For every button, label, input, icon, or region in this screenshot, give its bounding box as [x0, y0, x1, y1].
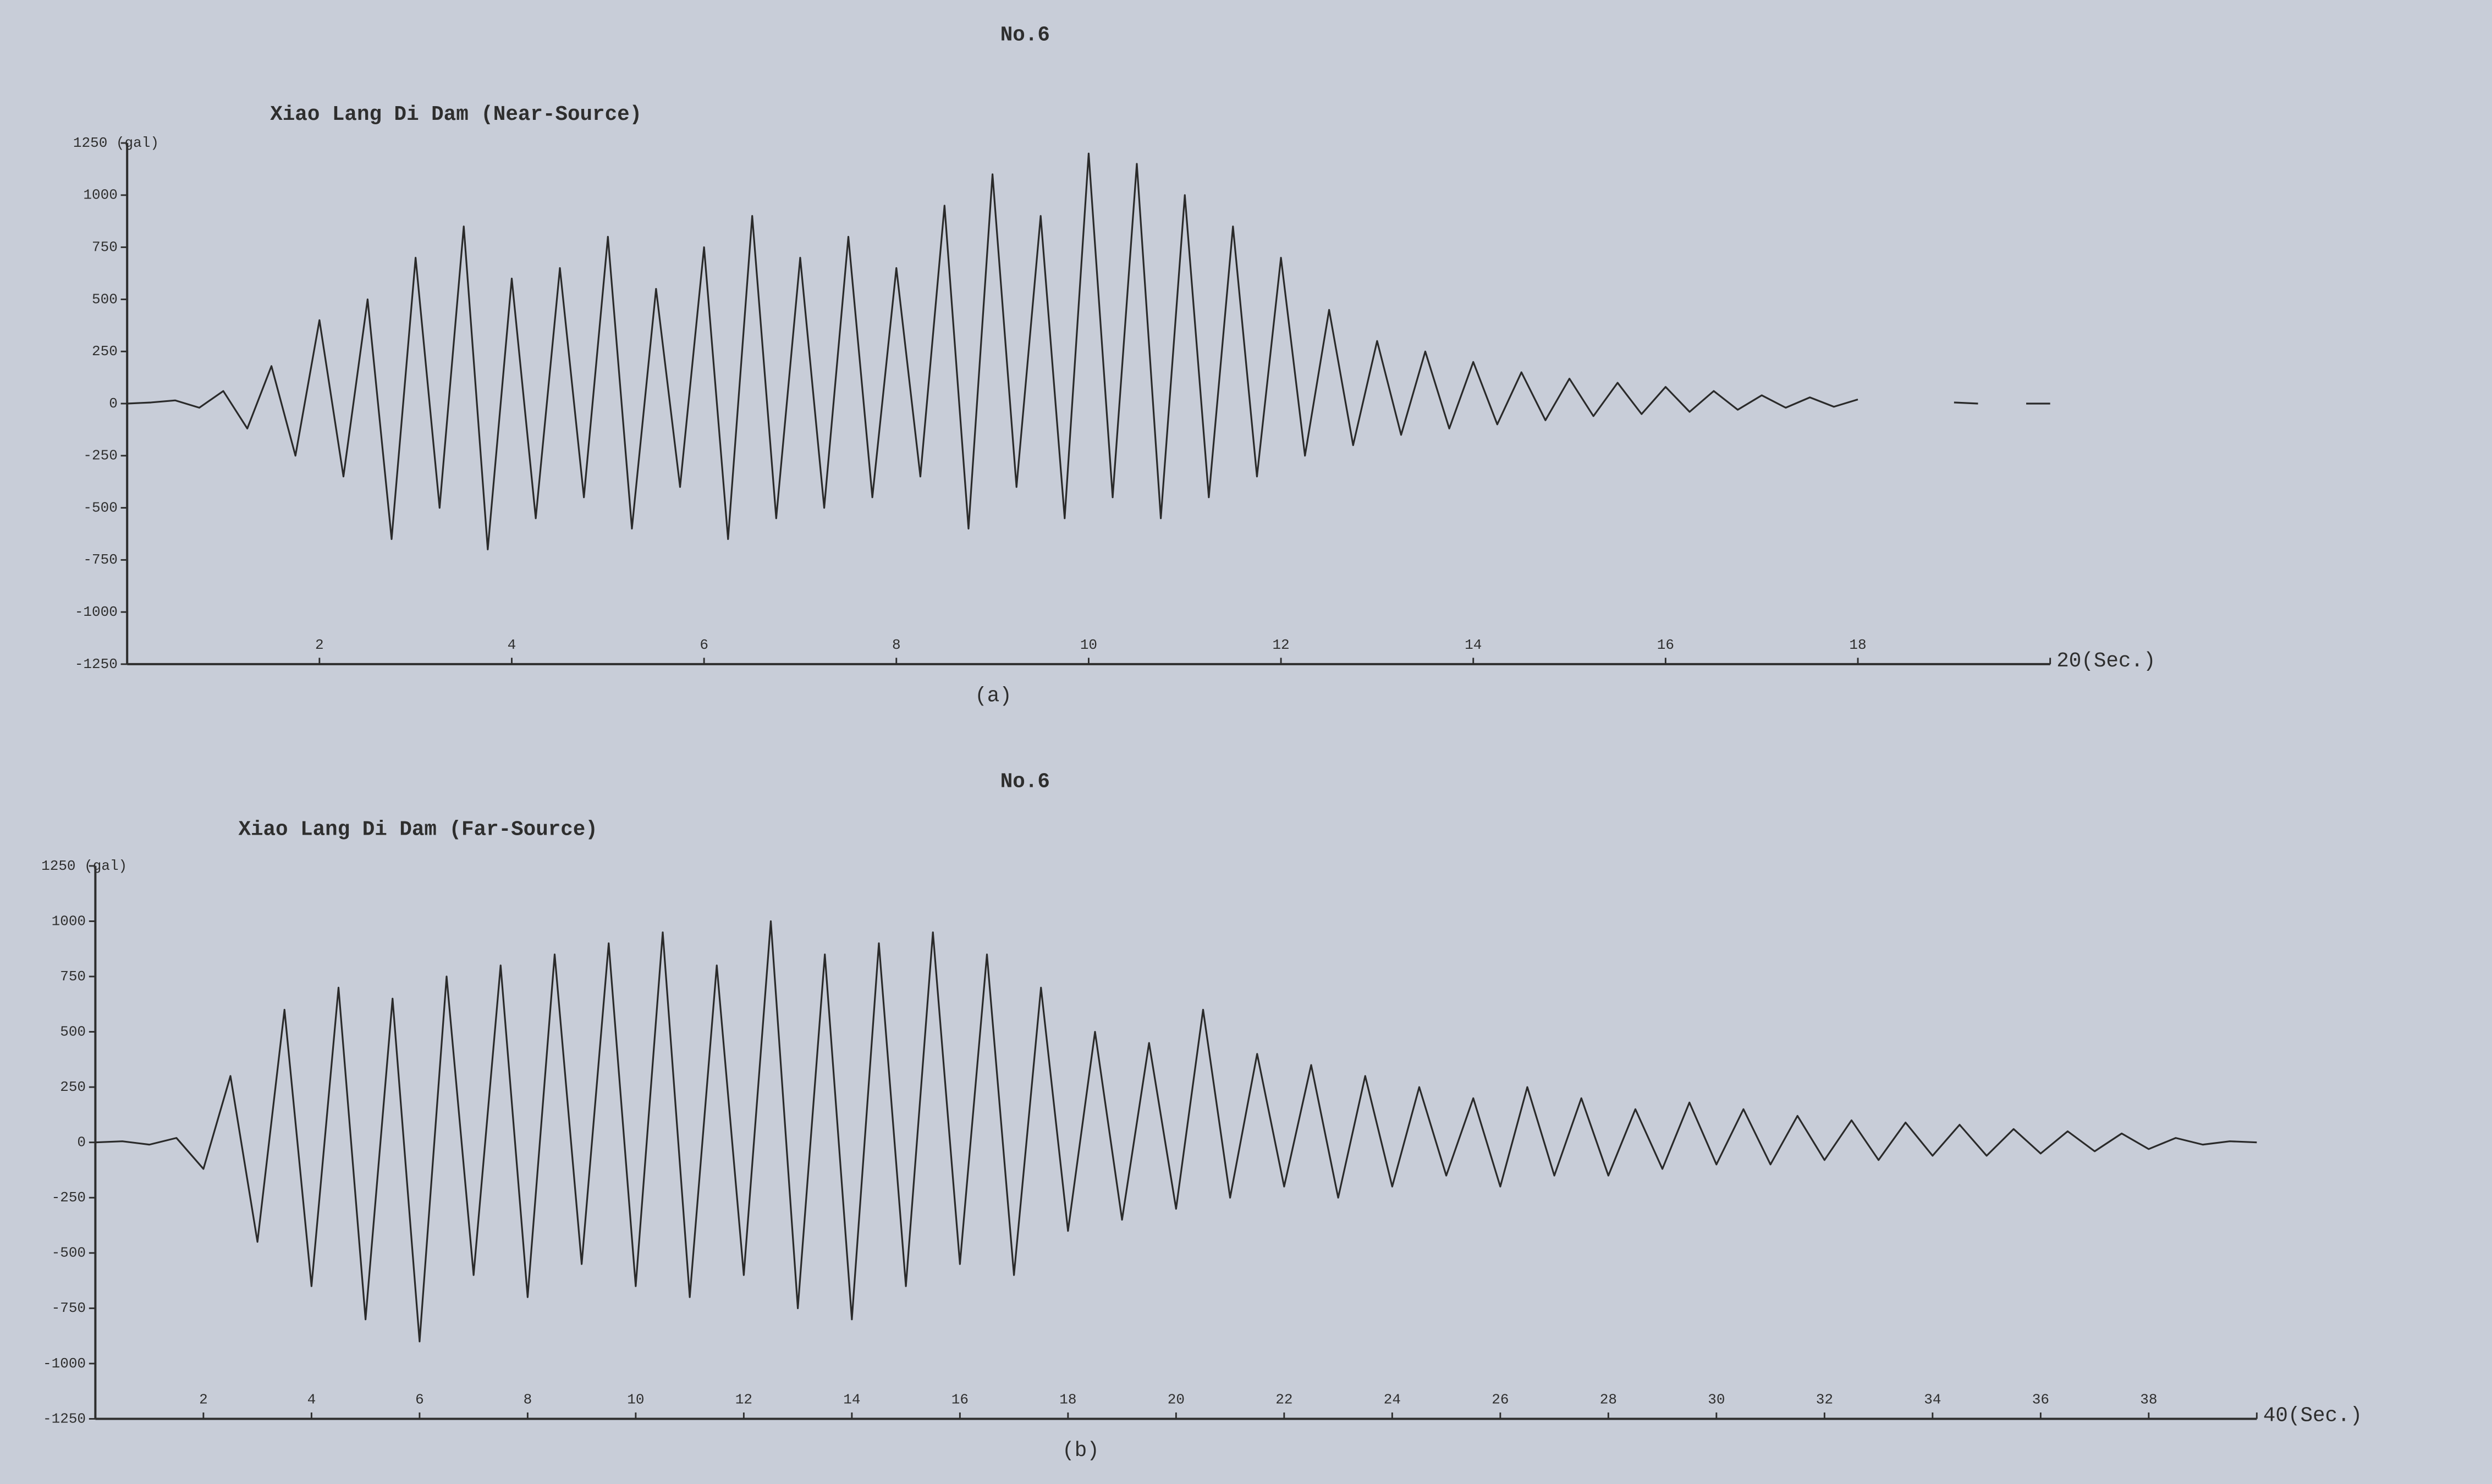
y-tick-label: 1250 (gal): [73, 135, 159, 151]
y-tick-label: 0: [77, 1134, 86, 1151]
y-tick-label: 500: [92, 291, 118, 307]
x-tick-label: 10: [627, 1392, 644, 1408]
chart-subtitle: No.6: [1000, 24, 1050, 47]
x-tick-label: 6: [700, 637, 708, 653]
x-tick-label: 24: [1384, 1392, 1401, 1408]
x-tick-label: 10: [1080, 637, 1097, 653]
x-tick-label: 28: [1600, 1392, 1617, 1408]
x-tick-label: 16: [951, 1392, 969, 1408]
y-tick-label: -500: [83, 499, 117, 516]
x-tick-label: 14: [843, 1392, 860, 1408]
y-tick-label: -750: [52, 1300, 86, 1316]
y-tick-label: -1250: [75, 656, 118, 672]
y-tick-label: -250: [83, 448, 117, 464]
paper: [0, 0, 2492, 1484]
x-tick-label: 22: [1275, 1392, 1292, 1408]
page: No.6 Xiao Lang Di Dam (Near-Source) -1250 -…: [0, 0, 2492, 1484]
y-tick-label: 250: [60, 1079, 86, 1095]
y-tick-label: 750: [60, 968, 86, 985]
x-tick-label: 38: [2140, 1392, 2157, 1408]
x-tick-label: 26: [1492, 1392, 1509, 1408]
x-tick-label: 40(Sec.): [2263, 1405, 2362, 1428]
y-tick-label: 250: [92, 343, 118, 360]
y-tick-label: -500: [52, 1245, 86, 1261]
x-tick-label: 2: [199, 1392, 208, 1408]
x-tick-label: 36: [2032, 1392, 2049, 1408]
x-tick-label: 12: [735, 1392, 752, 1408]
x-tick-label: 4: [307, 1392, 316, 1408]
x-tick-label: 20: [1168, 1392, 1185, 1408]
x-tick-label: 12: [1272, 637, 1289, 653]
chart-title: Xiao Lang Di Dam (Near-Source): [270, 103, 642, 126]
x-tick-label: 2: [315, 637, 324, 653]
y-tick-label: -750: [83, 551, 117, 568]
y-tick-label: -1250: [43, 1410, 86, 1427]
x-tick-label: 32: [1816, 1392, 1833, 1408]
y-tick-label: 0: [109, 395, 118, 412]
x-tick-label: 14: [1465, 637, 1482, 653]
y-tick-label: 1000: [83, 187, 117, 203]
x-tick-label: 18: [1849, 637, 1866, 653]
y-tick-label: -1000: [75, 604, 118, 620]
x-tick-label: 8: [524, 1392, 532, 1408]
y-tick-label: 1000: [52, 913, 86, 929]
x-tick-label: 6: [415, 1392, 424, 1408]
x-tick-label: 30: [1708, 1392, 1725, 1408]
chart-caption: (b): [1062, 1439, 1099, 1463]
x-tick-label: 4: [508, 637, 516, 653]
y-tick-label: 750: [92, 239, 118, 256]
x-tick-label: 8: [892, 637, 901, 653]
chart-title: Xiao Lang Di Dam (Far-Source): [238, 818, 597, 841]
chart-subtitle: No.6: [1000, 771, 1050, 794]
y-tick-label: 500: [60, 1023, 86, 1040]
y-tick-label: -250: [52, 1189, 86, 1206]
x-tick-label: 16: [1657, 637, 1674, 653]
chart-caption: (a): [975, 685, 1012, 708]
x-tick-label: 18: [1059, 1392, 1076, 1408]
x-tick-label: 20(Sec.): [2056, 650, 2155, 673]
y-tick-label: -1000: [43, 1355, 86, 1372]
x-tick-label: 34: [1924, 1392, 1941, 1408]
y-tick-label: 1250 (gal): [41, 858, 127, 874]
